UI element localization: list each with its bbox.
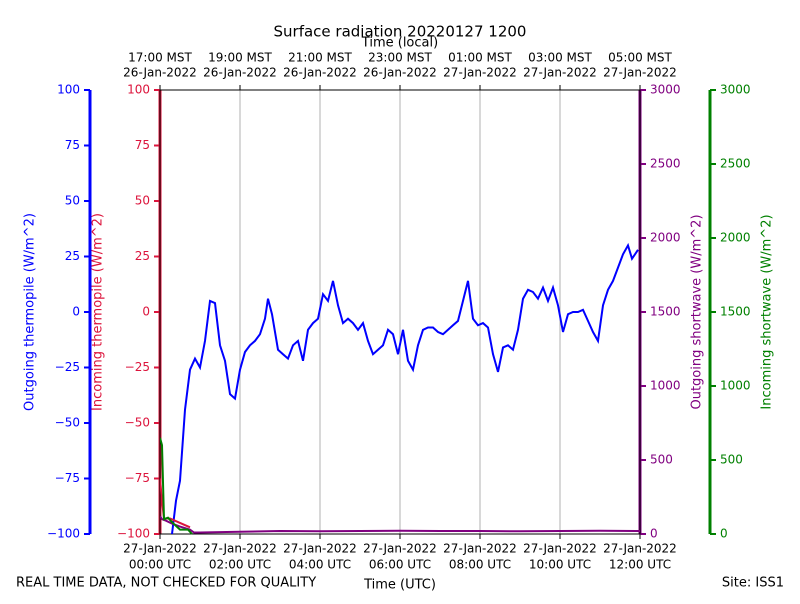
y-tick-label: 2500 — [650, 157, 681, 171]
y-tick-label: 25 — [65, 249, 80, 263]
y-tick-label: −50 — [55, 416, 80, 430]
y-tick-label: 3000 — [720, 83, 751, 97]
y-tick-label: −100 — [117, 527, 150, 541]
x2-tick-label: 27-Jan-2022 — [603, 66, 677, 80]
x2-tick-label: 26-Jan-2022 — [123, 66, 197, 80]
footer-note: REAL TIME DATA, NOT CHECKED FOR QUALITY — [16, 576, 316, 591]
y-axis-label: Outgoing shortwave (W/m^2) — [690, 214, 705, 409]
y-tick-label: −25 — [55, 360, 80, 374]
series-line — [171, 242, 639, 535]
y-tick-label: 1500 — [650, 305, 681, 319]
x-tick-label: 06:00 UTC — [369, 558, 431, 572]
y-tick-label: 25 — [135, 249, 150, 263]
x2-tick-label: 26-Jan-2022 — [363, 66, 437, 80]
x-tick-label: 27-Jan-2022 — [443, 542, 517, 556]
x-tick-label: 08:00 UTC — [449, 558, 511, 572]
x2-axis-label: Time (local) — [361, 36, 438, 51]
x2-tick-label: 19:00 MST — [208, 51, 272, 65]
x2-tick-label: 17:00 MST — [128, 51, 192, 65]
x-axis-label: Time (UTC) — [363, 578, 436, 593]
x-tick-label: 10:00 UTC — [529, 558, 591, 572]
y-tick-label: −25 — [125, 360, 150, 374]
y-tick-label: 1000 — [650, 379, 681, 393]
y-tick-label: 1500 — [720, 305, 751, 319]
y-tick-label: 0 — [720, 527, 728, 541]
y-tick-label: 0 — [142, 305, 150, 319]
y-tick-label: 2000 — [650, 231, 681, 245]
y-tick-label: 500 — [650, 453, 673, 467]
y-tick-label: 500 — [720, 453, 743, 467]
x2-tick-label: 27-Jan-2022 — [523, 66, 597, 80]
y-axis-label: Outgoing thermopile (W/m^2) — [23, 213, 38, 411]
y-tick-label: −100 — [47, 527, 80, 541]
x2-tick-label: 01:00 MST — [448, 51, 512, 65]
x-tick-label: 27-Jan-2022 — [363, 542, 437, 556]
x2-tick-label: 21:00 MST — [288, 51, 352, 65]
y-tick-label: 0 — [650, 527, 658, 541]
y-tick-label: 3000 — [650, 83, 681, 97]
y-tick-label: 2500 — [720, 157, 751, 171]
plot-frame — [159, 89, 641, 535]
x2-tick-label: 26-Jan-2022 — [283, 66, 357, 80]
y-tick-label: −75 — [55, 471, 80, 485]
x2-tick-label: 03:00 MST — [528, 51, 592, 65]
series-line — [160, 437, 193, 535]
y-tick-label: 50 — [65, 194, 80, 208]
y-axis-label: Incoming shortwave (W/m^2) — [760, 214, 775, 409]
x-tick-label: 00:00 UTC — [129, 558, 191, 572]
x2-tick-label: 27-Jan-2022 — [443, 66, 517, 80]
y-tick-label: 2000 — [720, 231, 751, 245]
x2-tick-label: 23:00 MST — [368, 51, 432, 65]
x-tick-label: 04:00 UTC — [289, 558, 351, 572]
x2-tick-label: 26-Jan-2022 — [203, 66, 277, 80]
x-tick-label: 27-Jan-2022 — [523, 542, 597, 556]
series-line — [160, 515, 640, 534]
chart-title: Surface radiation 20220127 1200 — [274, 23, 527, 41]
x-tick-label: 27-Jan-2022 — [203, 542, 277, 556]
x-tick-label: 27-Jan-2022 — [603, 542, 677, 556]
y-tick-label: 0 — [72, 305, 80, 319]
y-tick-label: −75 — [125, 471, 150, 485]
y-tick-label: 100 — [127, 83, 150, 97]
x-tick-label: 27-Jan-2022 — [283, 542, 357, 556]
y-tick-label: −50 — [125, 416, 150, 430]
y-tick-label: 75 — [135, 138, 150, 152]
x-tick-label: 02:00 UTC — [209, 558, 271, 572]
x-tick-label: 27-Jan-2022 — [123, 542, 197, 556]
y-tick-label: 100 — [57, 83, 80, 97]
y-tick-label: 1000 — [720, 379, 751, 393]
site-label: Site: ISS1 — [722, 576, 784, 591]
y-axis-label: Incoming thermopile (W/m^2) — [91, 213, 106, 411]
x2-tick-label: 05:00 MST — [608, 51, 672, 65]
y-tick-label: 50 — [135, 194, 150, 208]
x-tick-label: 12:00 UTC — [609, 558, 671, 572]
y-tick-label: 75 — [65, 138, 80, 152]
